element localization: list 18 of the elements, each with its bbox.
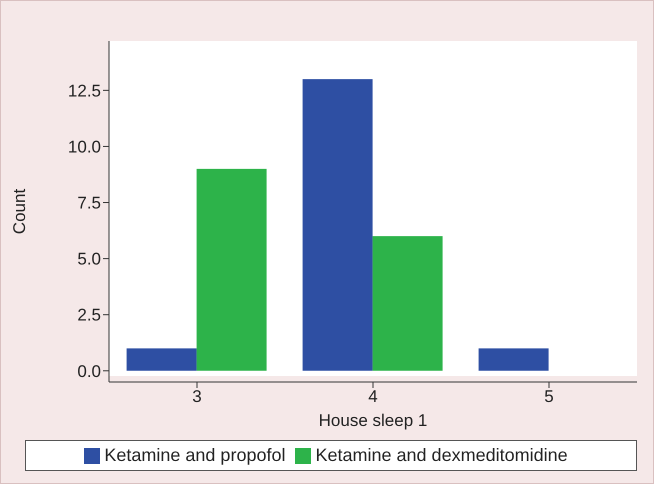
y-axis-title: Count (10, 188, 30, 234)
x-tick-label: 5 (544, 387, 554, 406)
x-tick-label: 3 (192, 387, 202, 406)
x-tick-label: 4 (368, 387, 378, 406)
bar (302, 79, 373, 371)
bar (196, 168, 267, 371)
y-tick-label: 7.5 (77, 194, 101, 213)
bar (372, 236, 443, 371)
bar (478, 348, 549, 371)
y-tick-label: 0.0 (77, 362, 101, 381)
y-tick-label: 5.0 (77, 250, 101, 269)
legend-label: Ketamine and propofol (104, 445, 286, 465)
x-axis-title: House sleep 1 (318, 411, 428, 430)
y-tick-label: 2.5 (77, 306, 101, 325)
y-tick-label: 10.0 (68, 137, 101, 156)
bar (126, 348, 197, 371)
legend-label: Ketamine and dexmeditomidine (315, 445, 568, 465)
y-tick-label: 12.5 (68, 81, 101, 100)
